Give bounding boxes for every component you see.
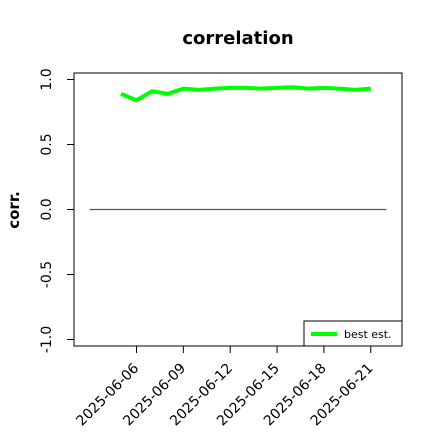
series-layer (120, 85, 371, 103)
series-line-best-est (120, 85, 371, 103)
y-axis-label: corr. (5, 191, 23, 229)
chart-title: correlation (182, 28, 293, 49)
y-tick-label: -0.5 (39, 261, 55, 288)
y-tick-label: 1.0 (39, 68, 55, 90)
x-axis: 2025-06-062025-06-092025-06-122025-06-15… (73, 346, 377, 429)
legend: best est. (303, 320, 403, 347)
legend-label-best-est: best est. (344, 328, 392, 341)
y-tick-label: 0.0 (39, 198, 55, 220)
y-tick-label: -1.0 (39, 326, 55, 353)
y-tick-label: 0.5 (39, 133, 55, 155)
y-axis: -1.0 -0.5 0.0 0.5 1.0 (39, 68, 74, 353)
